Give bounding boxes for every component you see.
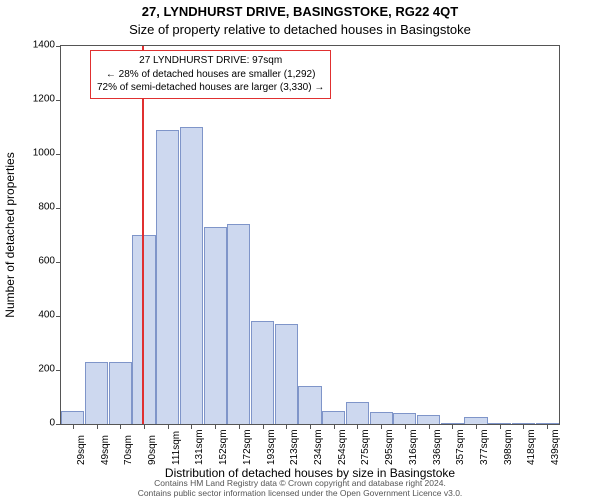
annotation-box: 27 LYNDHURST DRIVE: 97sqm ← 28% of detac… — [90, 50, 331, 99]
x-tick-label: 152sqm — [218, 429, 229, 465]
y-tick-label: 1200 — [15, 94, 55, 105]
histogram-bar — [251, 321, 274, 424]
x-tick-label: 357sqm — [455, 429, 466, 465]
x-tick-label: 377sqm — [479, 429, 490, 465]
x-tick-mark — [310, 424, 311, 429]
footer-attribution: Contains HM Land Registry data © Crown c… — [0, 478, 600, 498]
x-tick-label: 316sqm — [408, 429, 419, 465]
x-tick-mark — [357, 424, 358, 429]
x-tick-mark — [334, 424, 335, 429]
y-tick-label: 600 — [15, 256, 55, 267]
chart-container: 27, LYNDHURST DRIVE, BASINGSTOKE, RG22 4… — [0, 0, 600, 500]
y-tick-mark — [56, 208, 61, 209]
x-tick-mark — [73, 424, 74, 429]
annotation-line-3: 72% of semi-detached houses are larger (… — [97, 81, 324, 95]
x-tick-mark — [476, 424, 477, 429]
histogram-bar — [204, 227, 227, 424]
histogram-bar — [417, 415, 440, 424]
x-tick-label: 398sqm — [503, 429, 514, 465]
histogram-bar — [227, 224, 250, 424]
x-tick-mark — [97, 424, 98, 429]
y-tick-mark — [56, 316, 61, 317]
y-tick-label: 1000 — [15, 148, 55, 159]
y-tick-mark — [56, 100, 61, 101]
annotation-line-2: ← 28% of detached houses are smaller (1,… — [97, 68, 324, 82]
x-tick-label: 131sqm — [194, 429, 205, 465]
y-tick-mark — [56, 46, 61, 47]
y-tick-mark — [56, 262, 61, 263]
x-tick-label: 49sqm — [100, 435, 111, 465]
x-tick-mark — [191, 424, 192, 429]
x-tick-label: 234sqm — [313, 429, 324, 465]
histogram-bar — [156, 130, 179, 424]
y-tick-label: 200 — [15, 364, 55, 375]
annotation-line-1: 27 LYNDHURST DRIVE: 97sqm — [97, 54, 324, 68]
histogram-bar — [85, 362, 108, 424]
histogram-bar — [346, 402, 369, 424]
x-tick-mark — [523, 424, 524, 429]
y-tick-label: 0 — [15, 418, 55, 429]
plot-inner — [61, 46, 559, 424]
footer-line-2: Contains public sector information licen… — [0, 488, 600, 498]
property-marker-line — [142, 46, 144, 424]
histogram-bar — [132, 235, 155, 424]
y-axis-label: Number of detached properties — [3, 152, 17, 317]
x-tick-mark — [429, 424, 430, 429]
x-tick-mark — [452, 424, 453, 429]
chart-subtitle: Size of property relative to detached ho… — [0, 22, 600, 37]
histogram-bar — [464, 417, 487, 424]
histogram-bar — [180, 127, 203, 424]
x-tick-mark — [120, 424, 121, 429]
histogram-bar — [370, 412, 393, 424]
x-tick-mark — [168, 424, 169, 429]
histogram-bar — [298, 386, 321, 424]
x-tick-mark — [215, 424, 216, 429]
x-tick-label: 70sqm — [123, 435, 134, 465]
x-tick-label: 90sqm — [147, 435, 158, 465]
x-tick-mark — [286, 424, 287, 429]
histogram-bar — [61, 411, 84, 425]
x-tick-label: 213sqm — [289, 429, 300, 465]
x-tick-label: 418sqm — [526, 429, 537, 465]
address-title: 27, LYNDHURST DRIVE, BASINGSTOKE, RG22 4… — [0, 4, 600, 19]
y-tick-label: 800 — [15, 202, 55, 213]
x-tick-mark — [239, 424, 240, 429]
x-tick-label: 172sqm — [242, 429, 253, 465]
x-tick-label: 295sqm — [384, 429, 395, 465]
y-tick-mark — [56, 154, 61, 155]
x-tick-mark — [405, 424, 406, 429]
x-tick-label: 336sqm — [432, 429, 443, 465]
x-tick-mark — [381, 424, 382, 429]
x-tick-label: 111sqm — [171, 431, 182, 465]
x-tick-label: 193sqm — [266, 429, 277, 465]
x-tick-mark — [263, 424, 264, 429]
y-tick-mark — [56, 370, 61, 371]
y-tick-label: 1400 — [15, 40, 55, 51]
plot-area — [60, 45, 560, 425]
footer-line-1: Contains HM Land Registry data © Crown c… — [0, 478, 600, 488]
histogram-bar — [109, 362, 132, 424]
y-tick-mark — [56, 424, 61, 425]
y-tick-label: 400 — [15, 310, 55, 321]
x-tick-mark — [144, 424, 145, 429]
x-tick-label: 254sqm — [337, 429, 348, 465]
x-tick-label: 439sqm — [550, 429, 561, 465]
histogram-bar — [275, 324, 298, 424]
x-tick-label: 29sqm — [76, 435, 87, 465]
x-tick-label: 275sqm — [360, 429, 371, 465]
histogram-bar — [393, 413, 416, 424]
histogram-bar — [322, 411, 345, 425]
x-tick-mark — [547, 424, 548, 429]
x-tick-mark — [500, 424, 501, 429]
